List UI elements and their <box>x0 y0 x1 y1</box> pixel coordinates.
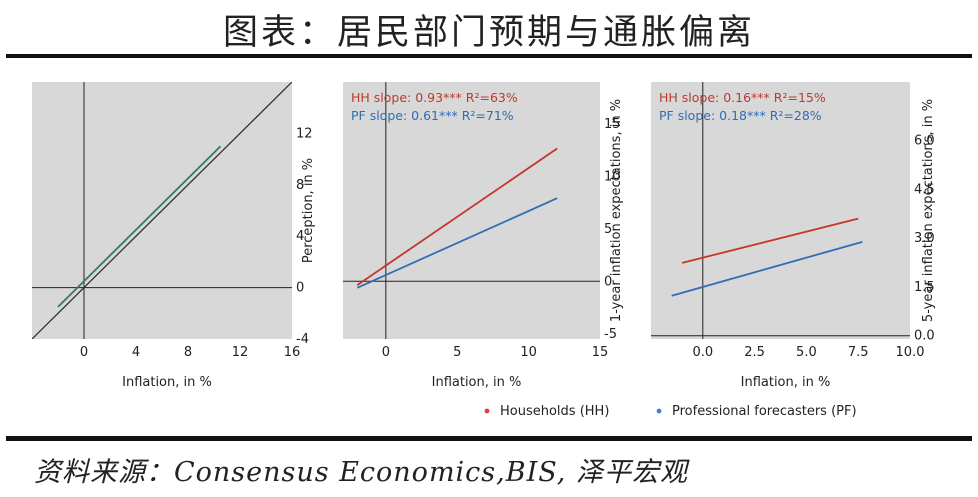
figure: 0 4 8 12 16-4 0 4 8 12 Inflation, in % Perception,… <box>32 82 936 419</box>
y-axis-label: Perception, in % <box>301 158 316 263</box>
x-tick-label: 0.0 <box>692 345 713 360</box>
y-tick-label: 12 <box>296 126 313 141</box>
fit-line-1 <box>681 217 859 264</box>
legend-marker-households <box>484 408 490 414</box>
y-tick-label: 10 <box>604 169 621 184</box>
x-tick-label: 10 <box>520 345 537 360</box>
x-tick-label: 8 <box>184 345 192 360</box>
fit-line-2 <box>356 197 558 289</box>
x-tick-label: 4 <box>132 345 140 360</box>
y-axis-label: 5-year inflation expectations, in % <box>921 99 936 322</box>
y-tick-label: 0 <box>604 274 612 289</box>
legend-marker-pf <box>656 408 662 414</box>
fit-line-1 <box>356 147 558 286</box>
legend: Households (HH) Professional forecasters … <box>484 404 857 419</box>
slope-annotation: PF slope: 0.61*** R²=71% <box>351 108 514 123</box>
panel-plot-area <box>343 82 600 339</box>
slope-annotation: HH slope: 0.93*** R²=63% <box>351 90 518 105</box>
y-tick-label: -4 <box>296 332 309 347</box>
x-tick-label: 16 <box>284 345 301 360</box>
bottom-rule <box>6 436 972 441</box>
fit-line-2 <box>671 240 863 297</box>
y-tick-label: -5 <box>604 327 617 342</box>
x-tick-label: 15 <box>592 345 609 360</box>
page-title: 图表：居民部门预期与通胀偏离 <box>222 13 755 53</box>
x-tick-label: 7.5 <box>848 345 869 360</box>
x-tick-label: 10.0 <box>896 345 925 360</box>
x-tick-label: 5.0 <box>796 345 817 360</box>
x-tick-label: 0 <box>80 345 88 360</box>
y-tick-label: 3.0 <box>914 231 935 246</box>
y-tick-label: 5 <box>604 222 612 237</box>
y-axis-label: 1-year inflation expectations, in % <box>609 99 624 322</box>
panel-1: 0 4 8 12 16-4 0 4 8 12 Inflation, in % Perception,… <box>32 82 316 390</box>
x-axis-label: Inflation, in % <box>432 375 522 390</box>
y-tick-label: 8 <box>296 178 304 193</box>
panel-3: 0.0 2.5 5.0 7.5 10.00.01.53.04.56.0Inflation… <box>651 82 936 390</box>
x-tick-label: 2.5 <box>744 345 765 360</box>
x-axis-label: Inflation, in % <box>741 375 831 390</box>
panel-plot-area <box>651 82 910 339</box>
slope-annotation: HH slope: 0.16*** R²=15% <box>659 90 826 105</box>
panel-2: 0 5 10 15 -5 0 5 10 15 Inflation, in % 1-year infl… <box>343 82 624 390</box>
y-tick-label: 6.0 <box>914 134 935 149</box>
panel-background <box>651 82 910 339</box>
panel-plot-area <box>32 82 292 339</box>
x-tick-label: 12 <box>232 345 249 360</box>
legend-label-households: Households (HH) <box>500 404 609 419</box>
y-tick-label: 4 <box>296 229 304 244</box>
legend-label-pf: Professional forecasters (PF) <box>672 404 857 419</box>
x-tick-label: 5 <box>453 345 461 360</box>
y-tick-label: 4.5 <box>914 182 935 197</box>
y-tick-label: 15 <box>604 117 621 132</box>
source-note: 资料来源：Consensus Economics,BIS, 泽平宏观 <box>34 457 688 488</box>
top-rule <box>6 54 972 58</box>
reference-45-line <box>32 82 292 339</box>
x-tick-label: 0 <box>382 345 390 360</box>
fit-line-1 <box>57 145 222 308</box>
y-tick-label: 1.5 <box>914 280 935 295</box>
y-tick-label: 0.0 <box>914 329 935 344</box>
slope-annotation: PF slope: 0.18*** R²=28% <box>659 108 822 123</box>
y-tick-label: 0 <box>296 281 304 296</box>
x-axis-label: Inflation, in % <box>122 375 212 390</box>
